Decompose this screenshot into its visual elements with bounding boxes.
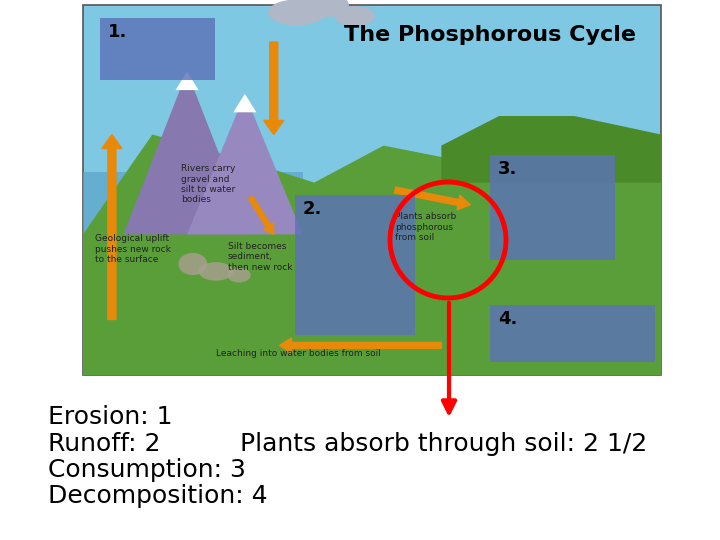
Text: Leaching into water bodies from soil: Leaching into water bodies from soil bbox=[216, 349, 381, 358]
Text: 2.: 2. bbox=[303, 200, 323, 218]
FancyArrow shape bbox=[395, 187, 470, 210]
Text: The Phosphorous Cycle: The Phosphorous Cycle bbox=[344, 25, 636, 45]
Text: Rivers carry
gravel and
silt to water
bodies: Rivers carry gravel and silt to water bo… bbox=[181, 164, 235, 204]
Bar bbox=[83, 5, 661, 375]
Bar bbox=[490, 305, 655, 362]
Polygon shape bbox=[233, 94, 256, 112]
Bar bbox=[490, 155, 615, 260]
Polygon shape bbox=[441, 116, 661, 183]
Text: Plants absorb through soil: 2 1/2: Plants absorb through soil: 2 1/2 bbox=[240, 432, 647, 456]
Text: Silt becomes
sediment,
then new rock: Silt becomes sediment, then new rock bbox=[228, 242, 292, 272]
FancyArrow shape bbox=[264, 42, 284, 134]
FancyArrow shape bbox=[248, 196, 274, 234]
Polygon shape bbox=[187, 94, 302, 234]
FancyArrow shape bbox=[279, 338, 441, 353]
Text: Consumption: 3: Consumption: 3 bbox=[48, 458, 246, 482]
Text: Plants absorb
phosphorous
from soil: Plants absorb phosphorous from soil bbox=[395, 212, 456, 242]
Text: Erosion: 1: Erosion: 1 bbox=[48, 405, 173, 429]
Bar bbox=[83, 172, 302, 375]
Bar bbox=[83, 234, 661, 375]
Text: Geological uplift
pushes new rock
to the surface: Geological uplift pushes new rock to the… bbox=[94, 234, 171, 264]
Text: 1.: 1. bbox=[108, 23, 127, 41]
Bar bbox=[100, 18, 215, 80]
FancyArrow shape bbox=[102, 134, 122, 320]
Text: 4.: 4. bbox=[498, 310, 518, 328]
Ellipse shape bbox=[228, 268, 251, 282]
Ellipse shape bbox=[179, 253, 207, 275]
Polygon shape bbox=[176, 72, 199, 90]
Ellipse shape bbox=[334, 6, 375, 26]
Ellipse shape bbox=[268, 0, 325, 25]
Text: Decomposition: 4: Decomposition: 4 bbox=[48, 484, 268, 508]
Polygon shape bbox=[123, 72, 251, 234]
Polygon shape bbox=[83, 134, 661, 375]
Ellipse shape bbox=[199, 262, 233, 281]
Text: Runoff: 2: Runoff: 2 bbox=[48, 432, 161, 456]
Text: 3.: 3. bbox=[498, 160, 518, 178]
Ellipse shape bbox=[302, 0, 349, 17]
Bar bbox=[295, 195, 415, 335]
